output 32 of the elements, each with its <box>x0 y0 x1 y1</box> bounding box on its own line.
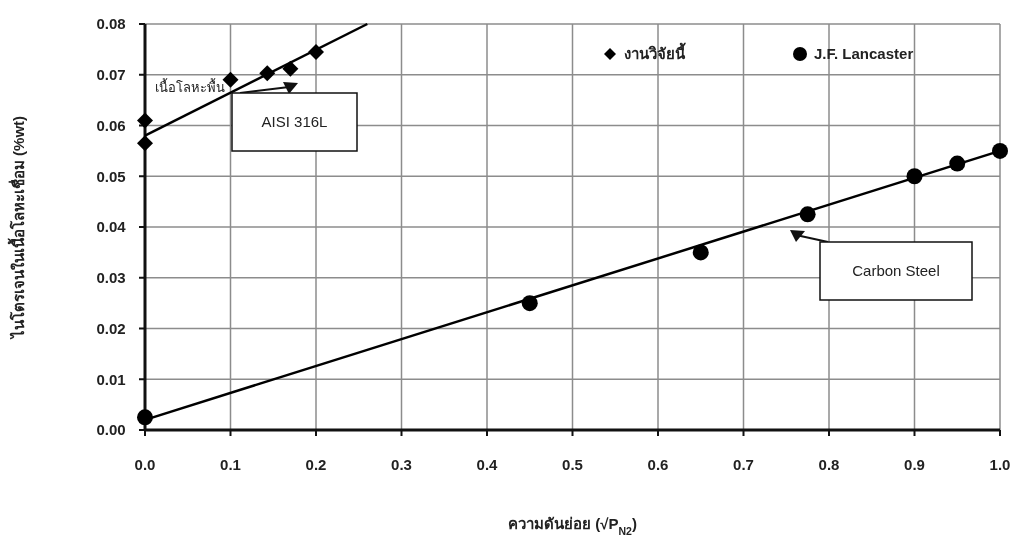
y-tick-label: 0.05 <box>96 167 126 185</box>
y-axis-title: ไนโตรเจนในเนื้อโลหะเชื่อม (%wt) <box>7 115 27 341</box>
y-tick-label: 0.03 <box>96 269 126 286</box>
x-tick-label: 1.0 <box>989 456 1011 473</box>
point <box>692 244 709 261</box>
y-tick-label: 0.04 <box>96 218 127 236</box>
x-tick-label: 0.0 <box>134 456 156 473</box>
y-tick-label: 0.01 <box>96 370 126 388</box>
y-tick-label: 0.08 <box>96 15 126 33</box>
point <box>137 112 153 129</box>
point <box>992 142 1008 159</box>
x-tick-label: 0.1 <box>220 456 241 473</box>
x-axis-title: ความดันย่อย (√P$_{N2}$) <box>508 515 637 537</box>
annotation: Carbon Steel <box>852 262 940 280</box>
y-tick-label: 0.02 <box>96 319 126 337</box>
x-tick-label: 0.4 <box>476 456 499 473</box>
x-tick-label: 0.3 <box>391 456 412 473</box>
annotation: AISI 316L <box>261 113 328 131</box>
x-tick-label: 0.2 <box>305 456 327 473</box>
legend-label: งานวิจัยนี้ <box>624 42 686 63</box>
y-tick-label: 0.07 <box>96 66 126 83</box>
x-tick-label: 0.7 <box>733 456 754 473</box>
y-tick-label: 0.06 <box>96 116 126 134</box>
point <box>282 60 299 77</box>
x-tick-label: 0.9 <box>904 456 925 473</box>
legend-label: J.F. Lancaster <box>814 45 914 63</box>
point <box>137 135 153 152</box>
x-tick-label: 0.5 <box>562 456 583 473</box>
y-tick-label: 0.00 <box>96 421 126 439</box>
x-tick-label: 0.6 <box>647 456 669 473</box>
annotation: เนื้อโลหะพื้น <box>155 78 225 96</box>
x-tick-label: 0.8 <box>818 456 840 473</box>
